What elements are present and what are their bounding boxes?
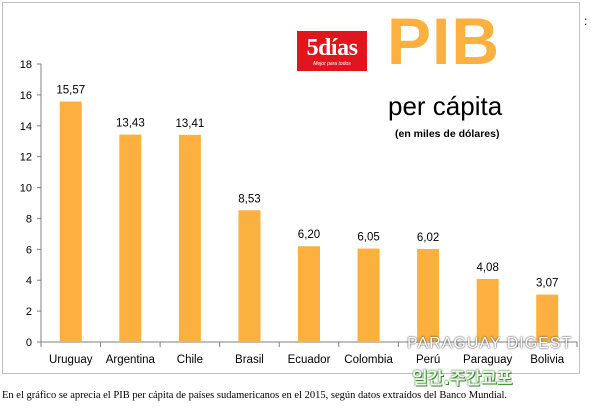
watermark-paraguay-digest: PARAGUAY DIGEST [407,335,573,352]
x-tick-label-brasil: Brasil [235,354,264,366]
y-tick-label-4: 4 [26,275,32,287]
figure-caption: En el gráfico se aprecia el PIB per cápi… [2,390,507,401]
y-tick-label-0: 0 [26,337,32,349]
y-tick-label-16: 16 [20,90,32,102]
x-tick-label-uruguay: Uruguay [49,354,93,366]
bar-argentina [119,134,142,342]
x-tick-label-colombia: Colombia [344,354,393,366]
bar-paraguay [476,278,499,342]
bar-colombia [357,248,380,342]
bar-chart: 0 2 4 6 8 10 12 14 16 18 15,57 Uruguay 13,43 Argentin… [20,59,578,366]
chart-frame: 0 2 4 6 8 10 12 14 16 18 15,57 Uruguay 13,43 Argentin… [2,2,580,374]
y-tick-label-10: 10 [20,183,32,195]
bar-brasil [238,210,261,342]
y-tick-label-2: 2 [26,306,32,318]
x-tick-label-argentina: Argentina [106,354,156,366]
brand-logo: 5días Mejor para todos [297,31,367,71]
watermark-korean: 일간.주간교포 [412,369,513,389]
data-label-ecuador: 6,20 [298,229,320,241]
bar-uruguay [59,101,82,342]
logo-tagline: Mejor para todos [313,61,351,67]
x-tick-label-perú: Perú [416,354,440,366]
bar-ecuador [298,246,320,342]
chart-title: PIB [387,4,501,78]
data-label-argentina: 13,43 [116,118,145,130]
data-label-bolivia: 3,07 [536,278,558,290]
data-label-chile: 13,41 [175,118,204,130]
y-tick-label-12: 12 [20,152,32,164]
bar-bolivia [536,294,559,342]
y-tick-label-6: 6 [26,244,32,256]
bar-perú [417,249,440,342]
data-label-perú: 6,02 [417,232,439,244]
data-label-paraguay: 4,08 [476,262,498,274]
logo-wordmark: 5días [306,35,358,61]
data-label-colombia: 6,05 [357,232,379,244]
y-tick-label-14: 14 [20,121,32,133]
bar-chile [178,134,201,342]
y-tick-label-8: 8 [26,213,32,225]
y-tick-label-18: 18 [20,59,32,71]
chart-subtitle: per cápita [388,91,503,121]
data-label-brasil: 8,53 [238,193,260,205]
data-label-uruguay: 15,57 [56,85,85,97]
x-tick-label-bolivia: Bolivia [530,354,564,366]
x-tick-label-ecuador: Ecuador [288,354,331,366]
x-tick-label-chile: Chile [177,354,203,366]
unit-note: (en miles de dólares) [395,128,500,140]
x-tick-label-paraguay: Paraguay [463,354,512,366]
edge-mark: : [584,14,588,28]
